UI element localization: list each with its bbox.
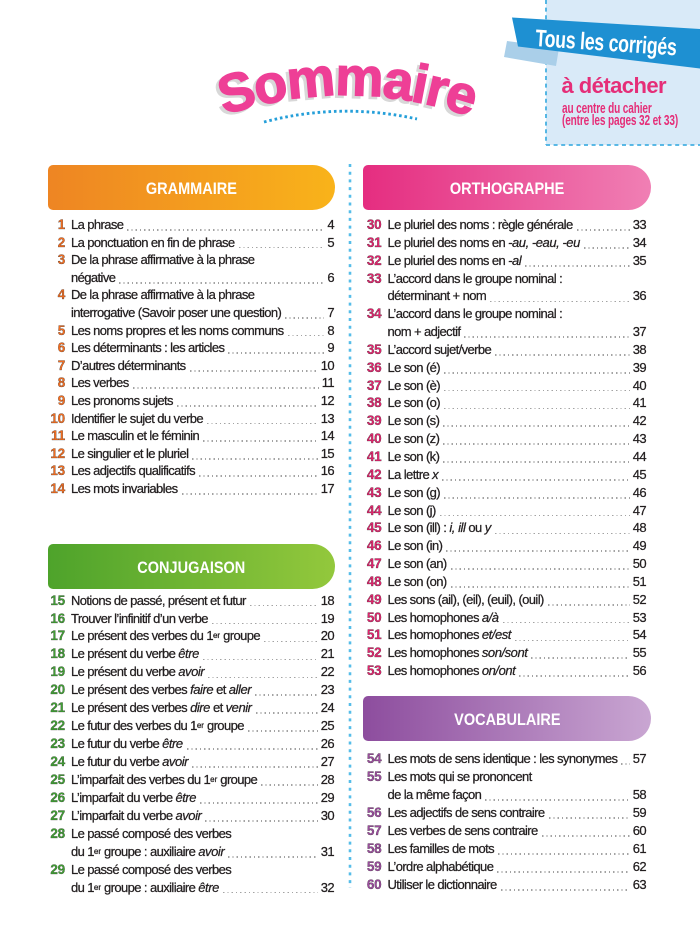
svg-text:Sommaire: Sommaire	[211, 47, 484, 128]
svg-text:Sommaire: Sommaire	[208, 49, 481, 130]
